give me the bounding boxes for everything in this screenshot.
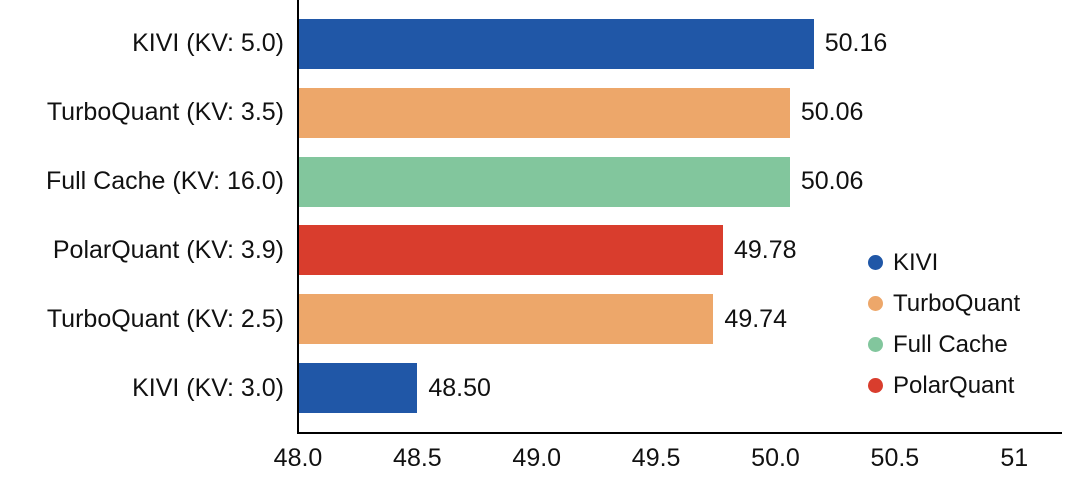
bar-kivi [298, 363, 418, 414]
bar-rows: KIVI (KV: 5.0) 50.16 TurboQuant (KV: 3.5) 5… [0, 18, 1062, 414]
bar-area: 49.74 [298, 294, 1062, 345]
value-label: 50.06 [800, 98, 864, 127]
bar-row: TurboQuant (KV: 3.5) 50.06 [0, 87, 1062, 138]
legend: KIVI TurboQuant Full Cache PolarQuant [868, 248, 1020, 412]
bar-full-cache [298, 156, 790, 207]
bar-area: 48.50 [298, 363, 1062, 414]
category-label: TurboQuant (KV: 3.5) [46, 98, 284, 127]
bar-area: 50.16 [298, 18, 1062, 69]
y-axis-line [297, 0, 299, 434]
legend-item-full-cache: Full Cache [868, 330, 1020, 359]
category-label: PolarQuant (KV: 3.9) [52, 235, 284, 264]
x-axis-ticks: 48.0 48.5 49.0 49.5 50.0 50.5 51 [274, 444, 1062, 478]
bar-area: 50.06 [298, 87, 1062, 138]
bar-row: KIVI (KV: 5.0) 50.16 [0, 18, 1062, 69]
x-tick-label: 49.0 [512, 444, 562, 472]
x-tick-label: 51 [1000, 444, 1029, 472]
bar-turboquant [298, 87, 790, 138]
legend-color-dot [868, 255, 883, 270]
legend-color-dot [868, 378, 883, 393]
value-label: 50.16 [824, 29, 888, 58]
x-tick-label: 50.0 [751, 444, 800, 472]
category-label: Full Cache (KV: 16.0) [45, 167, 284, 196]
legend-item-polarquant: PolarQuant [868, 371, 1020, 400]
bar-area: 49.78 [298, 225, 1062, 276]
legend-color-dot [868, 296, 883, 311]
category-label: KIVI (KV: 3.0) [132, 373, 284, 402]
legend-label: Full Cache [893, 330, 1008, 358]
legend-label: KIVI [893, 248, 939, 276]
x-tick-label: 49.5 [631, 444, 681, 472]
x-tick-label: 48.5 [393, 444, 442, 472]
bar-row: Full Cache (KV: 16.0) 50.06 [0, 156, 1062, 207]
category-label: KIVI (KV: 5.0) [132, 29, 284, 58]
x-axis-line [297, 432, 1062, 434]
value-label: 48.50 [428, 373, 491, 402]
x-tick-label: 50.5 [870, 444, 920, 472]
legend-label: PolarQuant [893, 371, 1015, 399]
value-label: 49.74 [724, 304, 787, 333]
bar-area: 50.06 [298, 156, 1062, 207]
x-tick-label: 48.0 [273, 444, 323, 472]
value-label: 49.78 [733, 235, 797, 264]
bar-row: PolarQuant (KV: 3.9) 49.78 [0, 225, 1062, 276]
bar-turboquant [298, 294, 714, 345]
value-label: 50.06 [800, 167, 864, 196]
legend-item-kivi: KIVI [868, 248, 1020, 277]
bar-row: KIVI (KV: 3.0) 48.50 [0, 363, 1062, 414]
bar-polarquant [298, 225, 723, 276]
legend-color-dot [868, 337, 883, 352]
bar-kivi [298, 18, 814, 69]
category-label: TurboQuant (KV: 2.5) [46, 304, 284, 333]
legend-item-turboquant: TurboQuant [868, 289, 1020, 318]
bar-row: TurboQuant (KV: 2.5) 49.74 [0, 294, 1062, 345]
legend-label: TurboQuant [893, 289, 1021, 317]
